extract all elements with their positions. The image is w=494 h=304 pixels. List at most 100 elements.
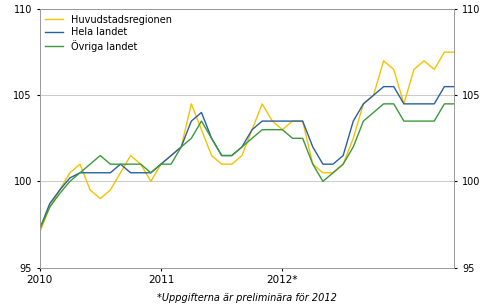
Hela landet (421, 102, 427, 106)
Övriga landet (239, 145, 245, 149)
Hela landet (391, 85, 397, 88)
Huvudstadsregionen (127, 154, 133, 157)
Övriga landet (361, 119, 367, 123)
Hela landet (259, 119, 265, 123)
Hela landet (401, 102, 407, 106)
Hela landet (107, 171, 113, 174)
Övriga landet (77, 171, 83, 174)
Huvudstadsregionen (37, 231, 42, 235)
Övriga landet (431, 119, 437, 123)
Huvudstadsregionen (107, 188, 113, 192)
Övriga landet (340, 162, 346, 166)
Övriga landet (370, 111, 376, 114)
Övriga landet (269, 128, 275, 132)
Hela landet (158, 162, 164, 166)
Huvudstadsregionen (77, 162, 83, 166)
Huvudstadsregionen (259, 102, 265, 106)
Hela landet (229, 154, 235, 157)
Hela landet (127, 171, 133, 174)
Hela landet (219, 154, 225, 157)
Övriga landet (289, 136, 295, 140)
Hela landet (411, 102, 417, 106)
Övriga landet (259, 128, 265, 132)
Text: *Uppgifterna är preliminära för 2012: *Uppgifterna är preliminära för 2012 (157, 293, 337, 303)
Övriga landet (249, 136, 255, 140)
Övriga landet (381, 102, 387, 106)
Övriga landet (97, 154, 103, 157)
Hela landet (442, 85, 448, 88)
Hela landet (370, 93, 376, 97)
Övriga landet (452, 102, 457, 106)
Övriga landet (118, 162, 124, 166)
Hela landet (208, 136, 214, 140)
Hela landet (138, 171, 144, 174)
Hela landet (37, 228, 42, 231)
Hela landet (340, 154, 346, 157)
Övriga landet (208, 136, 214, 140)
Övriga landet (148, 171, 154, 174)
Hela landet (97, 171, 103, 174)
Övriga landet (87, 162, 93, 166)
Huvudstadsregionen (199, 128, 205, 132)
Huvudstadsregionen (320, 171, 326, 174)
Övriga landet (320, 180, 326, 183)
Övriga landet (350, 145, 356, 149)
Huvudstadsregionen (46, 206, 52, 209)
Övriga landet (46, 206, 52, 209)
Hela landet (300, 119, 306, 123)
Övriga landet (107, 162, 113, 166)
Hela landet (452, 85, 457, 88)
Hela landet (199, 111, 205, 114)
Övriga landet (421, 119, 427, 123)
Huvudstadsregionen (208, 154, 214, 157)
Huvudstadsregionen (57, 188, 63, 192)
Hela landet (77, 171, 83, 174)
Huvudstadsregionen (87, 188, 93, 192)
Huvudstadsregionen (452, 50, 457, 54)
Övriga landet (411, 119, 417, 123)
Hela landet (46, 202, 52, 206)
Huvudstadsregionen (289, 119, 295, 123)
Hela landet (330, 162, 336, 166)
Huvudstadsregionen (249, 128, 255, 132)
Övriga landet (442, 102, 448, 106)
Huvudstadsregionen (431, 67, 437, 71)
Huvudstadsregionen (239, 154, 245, 157)
Hela landet (280, 119, 286, 123)
Hela landet (381, 85, 387, 88)
Övriga landet (310, 162, 316, 166)
Hela landet (350, 119, 356, 123)
Line: Hela landet: Hela landet (40, 87, 454, 230)
Övriga landet (401, 119, 407, 123)
Övriga landet (219, 154, 225, 157)
Huvudstadsregionen (300, 119, 306, 123)
Övriga landet (127, 162, 133, 166)
Hela landet (188, 119, 194, 123)
Hela landet (320, 162, 326, 166)
Huvudstadsregionen (148, 180, 154, 183)
Hela landet (168, 154, 174, 157)
Övriga landet (158, 162, 164, 166)
Övriga landet (199, 119, 205, 123)
Huvudstadsregionen (97, 197, 103, 200)
Övriga landet (330, 171, 336, 174)
Huvudstadsregionen (67, 171, 73, 174)
Hela landet (148, 171, 154, 174)
Hela landet (361, 102, 367, 106)
Line: Övriga landet: Övriga landet (40, 104, 454, 230)
Huvudstadsregionen (421, 59, 427, 63)
Övriga landet (280, 128, 286, 132)
Huvudstadsregionen (178, 145, 184, 149)
Hela landet (57, 188, 63, 192)
Hela landet (310, 145, 316, 149)
Övriga landet (178, 145, 184, 149)
Övriga landet (138, 162, 144, 166)
Hela landet (269, 119, 275, 123)
Huvudstadsregionen (442, 50, 448, 54)
Hela landet (431, 102, 437, 106)
Huvudstadsregionen (188, 102, 194, 106)
Hela landet (178, 145, 184, 149)
Övriga landet (37, 228, 42, 231)
Huvudstadsregionen (310, 162, 316, 166)
Övriga landet (168, 162, 174, 166)
